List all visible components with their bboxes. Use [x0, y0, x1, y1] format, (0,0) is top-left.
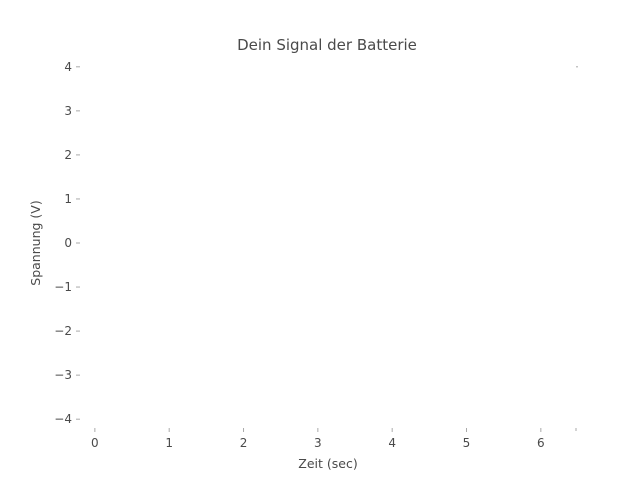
x-tick-label: 3	[314, 436, 322, 450]
plot-background	[80, 58, 578, 428]
y-tick-label: 4	[64, 60, 72, 74]
y-tick-label: −3	[54, 368, 72, 382]
x-tick-label: 2	[240, 436, 248, 450]
x-tick-label: 5	[463, 436, 471, 450]
y-axis-ticks: 4 3 2 1 0 −1 −2 −3 −4	[54, 60, 578, 426]
chart-title: Dein Signal der Batterie	[237, 36, 417, 54]
y-tick-label: 1	[64, 192, 72, 206]
x-tick-label: 6	[537, 436, 545, 450]
y-tick-label: 3	[64, 104, 72, 118]
x-tick-label: 1	[165, 436, 173, 450]
y-tick-label: 2	[64, 148, 72, 162]
x-tick-label: 0	[91, 436, 99, 450]
y-axis-label: Spannung (V)	[28, 200, 43, 285]
y-tick-label: 0	[64, 236, 72, 250]
x-axis-ticks: 0 1 2 3 4 5 6	[91, 428, 577, 450]
y-tick-label: −1	[54, 280, 72, 294]
y-tick-label: −2	[54, 324, 72, 338]
y-tick-label: −4	[54, 412, 72, 426]
x-tick-label: 4	[388, 436, 396, 450]
plot-area: 4 3 2 1 0 −1 −2 −3 −4 0 1 2 3 4 5 6	[54, 58, 578, 450]
x-axis-label: Zeit (sec)	[298, 456, 357, 471]
